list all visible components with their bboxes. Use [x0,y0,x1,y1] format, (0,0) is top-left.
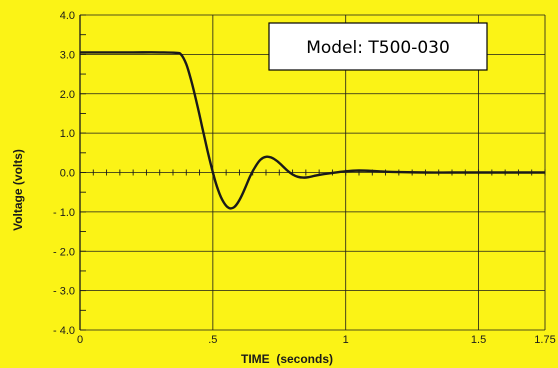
x-tick-labels: 0 .5 1 1.5 1.75 [77,334,556,346]
x-tick-label: 1.75 [534,334,555,346]
x-tick-label: 0 [77,334,83,346]
model-annotation-box: Model: T500-030 [268,22,488,71]
y-tick-label: 1.0 [60,128,75,140]
y-tick-label: - 2.0 [53,246,75,258]
x-tick-label: .5 [208,334,217,346]
y-tick-label: - 4.0 [53,325,75,337]
voltage-series-line [80,51,545,210]
x-tick-label: 1 [343,334,349,346]
model-annotation-text: Model: T500-030 [306,38,450,58]
y-tick-label: 4.0 [60,10,75,22]
y-axis-title: Voltage (volts) [11,149,25,231]
x-tick-label: 1.5 [471,334,486,346]
y-tick-label: - 3.0 [53,286,75,298]
x-axis-title: TIME (seconds) [241,352,333,366]
y-tick-label: 3.0 [60,49,75,61]
y-tick-label: 0.0 [60,168,75,180]
y-tick-labels: 4.0 3.0 2.0 1.0 0.0 - 1.0 - 2.0 - 3.0 - 4.0 [53,10,75,337]
y-tick-label: 2.0 [60,89,75,101]
y-tick-label: - 1.0 [53,207,75,219]
minor-ticks [79,14,546,331]
model-annotation-background [268,22,488,71]
